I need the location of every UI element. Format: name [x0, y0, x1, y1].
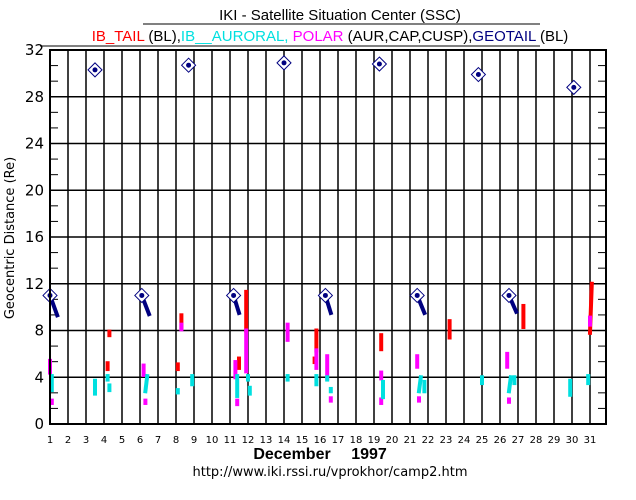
data-segment: [416, 375, 424, 394]
x-tick-label: 12: [242, 435, 255, 446]
x-tick-label: 26: [494, 435, 507, 446]
subtitle-part: POLAR: [293, 28, 344, 45]
y-tick-label: 16: [25, 228, 44, 246]
x-tick-label: 6: [137, 435, 143, 446]
y-tick-label: 4: [34, 368, 44, 386]
x-tick-label: 9: [191, 435, 197, 446]
series-geotail: [42, 55, 582, 318]
x-tick-label: 3: [83, 435, 89, 446]
x-tick-label: 29: [548, 435, 561, 446]
y-axis-label: Geocentric Distance (Re): [3, 157, 18, 319]
chart-subtitle: IB_TAIL (BL),IB__AURORAL, POLAR (AUR,CAP…: [92, 28, 569, 45]
subtitle-part: (BL),: [144, 28, 181, 45]
x-tick-label: 25: [476, 435, 489, 446]
x-tick-label: 19: [368, 435, 381, 446]
y-tick-label: 24: [25, 135, 44, 153]
y-tick-label: 20: [25, 181, 44, 199]
x-tick-label: 23: [440, 435, 453, 446]
apogee-point: [231, 292, 237, 298]
footer-url[interactable]: http://www.iki.rssi.ru/vprokhor/camp2.ht…: [193, 465, 468, 480]
x-tick-label: 27: [512, 435, 525, 446]
y-tick-label: 8: [34, 322, 44, 340]
x-tick-label: 14: [278, 435, 291, 446]
apogee-point: [92, 67, 98, 73]
data-segment: [143, 373, 150, 394]
y-tick-label: 12: [25, 275, 44, 293]
x-tick-label: 21: [404, 435, 417, 446]
x-tick-label: 7: [155, 435, 161, 446]
x-tick-label: 1: [47, 435, 53, 446]
x-tick-label: 17: [332, 435, 345, 446]
apogee-point: [414, 292, 420, 298]
subtitle-part: IB_TAIL: [92, 28, 145, 45]
series-ib-auroral: [49, 373, 591, 400]
data-segment: [506, 375, 514, 394]
apogee-point: [506, 292, 512, 298]
x-tick-label: 31: [584, 435, 597, 446]
y-tick-label: 32: [25, 41, 44, 59]
subtitle-part: IB__AURORAL,: [181, 28, 293, 45]
apogee-point: [475, 72, 481, 78]
x-tick-label: 22: [422, 435, 435, 446]
x-tick-label: 15: [296, 435, 309, 446]
y-tick-label: 28: [25, 88, 44, 106]
apogee-point: [322, 292, 328, 298]
x-tick-label: 20: [386, 435, 399, 446]
apogee-point: [186, 62, 192, 68]
apogee-point: [571, 84, 577, 90]
apogee-point: [139, 292, 145, 298]
x-tick-label: 13: [260, 435, 273, 446]
apogee-point: [376, 61, 382, 67]
x-tick-label: 2: [65, 435, 71, 446]
x-tick-label: 11: [224, 435, 237, 446]
x-axis-month: December: [253, 446, 330, 463]
subtitle-part: GEOTAIL: [472, 28, 536, 45]
x-tick-label: 8: [173, 435, 179, 446]
apogee-point: [281, 60, 287, 66]
y-tick-label: 0: [34, 415, 44, 433]
x-tick-label: 16: [314, 435, 327, 446]
x-tick-label: 10: [206, 435, 219, 446]
x-tick-label: 28: [530, 435, 543, 446]
series-polar: [48, 315, 592, 407]
x-axis-year: 1997: [351, 446, 387, 463]
x-tick-label: 5: [119, 435, 125, 446]
x-tick-label: 18: [350, 435, 363, 446]
subtitle-part: (AUR,CAP,CUSP),: [344, 28, 473, 45]
subtitle-part: (BL): [536, 28, 569, 45]
chart-title: IKI - Satellite Situation Center (SSC): [219, 7, 461, 24]
x-tick-label: 24: [458, 435, 471, 446]
x-tick-label: 4: [101, 435, 107, 446]
plot-frame: [49, 49, 607, 425]
x-tick-label: 30: [566, 435, 579, 446]
